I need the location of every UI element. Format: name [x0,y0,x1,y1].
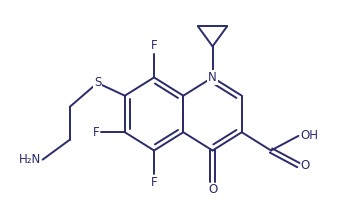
Text: OH: OH [300,129,318,142]
Text: N: N [208,71,217,84]
Text: F: F [93,126,99,139]
Text: O: O [208,183,217,196]
Text: F: F [151,176,157,189]
Text: H₂N: H₂N [19,153,41,166]
Text: S: S [94,76,101,89]
Text: O: O [300,159,309,172]
Text: F: F [151,39,157,52]
